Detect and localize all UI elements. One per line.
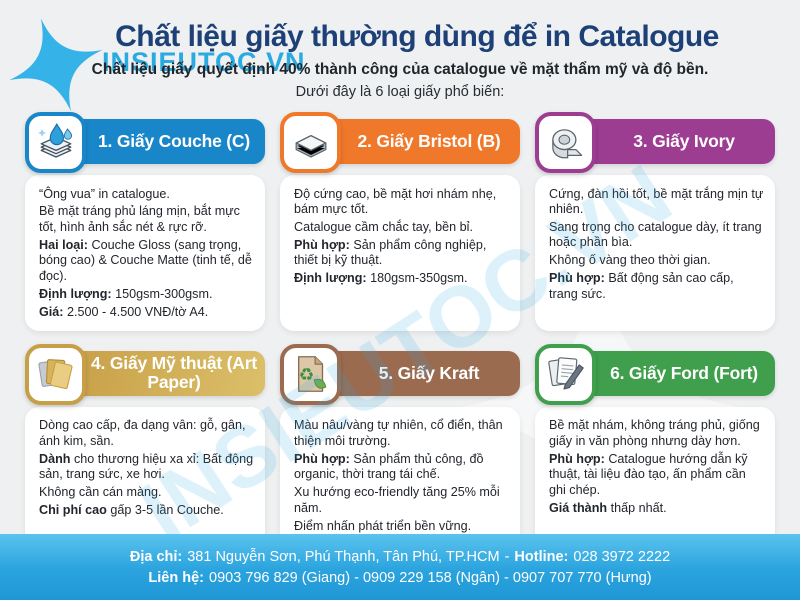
paragraph-label: Phù hợp: [294,237,350,252]
paragraph-label: Định lượng: [39,286,112,301]
card-paragraph: Định lượng: 150gsm-300gsm. [39,286,213,301]
card-paragraph: Xu hướng eco-friendly tăng 25% mỗi năm. [294,485,500,515]
contact-label: Liên hệ: [148,569,204,586]
paragraph-label: Dành [39,451,71,466]
card-paragraph: Chi phí cao gấp 3-5 lần Couche. [39,503,224,518]
intro-line: Dưới đây là 6 loại giấy phổ biến: [295,84,505,100]
page-title: Chất liệu giấy thường dùng để in Catalog… [115,20,719,53]
paper-roll-icon [535,112,596,173]
paragraph-label: Giá: [39,304,64,319]
documents-pen-icon [535,343,596,405]
paper-card-3: 3. Giấy Ivory Cứng, đàn hồi tốt, bề mặt t… [535,112,775,331]
card-body: Bề mặt nhám, không tráng phủ, giống giấy… [535,406,775,545]
paragraph-label: Hai loại: [39,237,88,252]
card-title-band: 1. Giấy Couche (C) [65,119,265,164]
card-paragraph: Phù hợp: Bất động sản cao cấp, trang sức… [549,271,734,301]
contact-footer: Địa chỉ: 381 Nguyễn Sơn, Phú Thạnh, Tân … [0,534,800,600]
card-header: 4. Giấy Mỹ thuật (Art Paper) [25,343,265,405]
card-header: ♻ 5. Giấy Kraft [280,343,520,405]
card-paragraph: Catalogue cầm chắc tay, bền bỉ. [294,219,473,234]
card-body: “Ông vua” in catalogue. Bề mặt tráng phủ … [25,175,265,331]
card-paragraph: Dòng cao cấp, đa dạng vân: gỗ, gân, ánh … [39,418,246,448]
paper-stack-water-drops-icon [25,112,86,173]
card-paragraph: Phù hợp: Catalogue hướng dẫn kỹ thuật, t… [549,451,748,497]
footer-separator: - [504,548,510,565]
address-label: Địa chỉ: [129,548,183,565]
contact-numbers: 0903 796 829 (Giang) - 0909 229 158 (Ngâ… [209,569,652,586]
card-paragraph: Bề mặt nhám, không tráng phủ, giống giấy… [549,418,760,448]
card-header: 2. Giấy Bristol (B) [280,112,520,173]
recycled-paper-leaf-icon: ♻ [280,343,341,405]
page-subtitle: Chất liệu giấy quyết định 40% thành công… [91,61,709,78]
footer-address-line: Địa chỉ: 381 Nguyễn Sơn, Phú Thạnh, Tân … [130,549,670,565]
card-title-band: 6. Giấy Ford (Fort) [575,350,775,396]
card-paragraph: Hai loại: Couche Gloss (sang trọng, bóng… [39,237,252,283]
paper-card-4: 4. Giấy Mỹ thuật (Art Paper) Dòng cao cấp… [25,343,265,545]
svg-text:♻: ♻ [298,365,313,385]
card-body: Độ cứng cao, bề mặt hơi nhám nhẹ, bám mự… [280,175,520,331]
card-title-band: 2. Giấy Bristol (B) [320,119,520,164]
card-paragraph: Phù hợp: Sản phẩm thủ công, đồ organic, … [294,451,484,482]
paper-card-6: 6. Giấy Ford (Fort) Bề mặt nhám, không tr… [535,343,775,545]
hotline-number: 028 3972 2222 [573,548,671,565]
hotline-label: Hotline: [514,548,569,565]
paragraph-label: Phù hợp: [294,451,350,466]
card-paragraph: Phù hợp: Sản phẩm công nghiệp, thiết bị … [294,237,487,268]
paper-card-5: ♻ 5. Giấy Kraft Màu nâu/vàng tự nhiên, cổ… [280,343,520,545]
footer-contact-line: Liên hệ: 0903 796 829 (Giang) - 0909 229… [148,570,651,586]
card-title-band: 3. Giấy Ivory [575,119,775,164]
card-paragraph: Định lượng: 180gsm-350gsm. [294,271,468,286]
paper-card-1: 1. Giấy Couche (C) “Ông vua” in catalogue… [25,112,265,331]
card-header: 6. Giấy Ford (Fort) [535,343,775,405]
card-paragraph: Giá thành thấp nhất. [549,500,667,515]
address-value: 381 Nguyễn Sơn, Phú Thạnh, Tân Phú, TP.H… [187,548,500,565]
paper-card-2: 2. Giấy Bristol (B) Độ cứng cao, bề mặt h… [280,112,520,331]
card-body: Màu nâu/vàng tự nhiên, cổ điển, thân thi… [280,406,520,545]
card-body: Dòng cao cấp, đa dạng vân: gỗ, gân, ánh … [25,406,265,545]
logo-star-icon [9,18,103,112]
card-paragraph: Độ cứng cao, bề mặt hơi nhám nhẹ, bám mự… [294,186,497,216]
paragraph-label: Định lượng: [294,271,367,286]
card-paragraph: Dành cho thương hiệu xa xỉ: Bất động sản… [39,451,254,482]
paragraph-label: Phù hợp: [549,271,605,286]
paper-cards-grid: 1. Giấy Couche (C) “Ông vua” in catalogue… [25,112,775,545]
card-paragraph: Sang trọng cho catalogue dày, ít trang h… [549,219,762,250]
card-title-band: 4. Giấy Mỹ thuật (Art Paper) [65,350,265,397]
card-paragraph: Màu nâu/vàng tự nhiên, cổ điển, thân thi… [294,418,503,448]
card-body: Cứng, đàn hồi tốt, bề mặt trắng mịn tự n… [535,175,775,331]
card-paragraph: Điểm nhấn phát triển bền vững. [294,518,472,533]
card-paragraph: Bề mặt tráng phủ láng mịn, bắt mực tốt, … [39,204,240,234]
paragraph-label: Chi phí cao [39,503,107,518]
logo-text: INSIEUTOC.VN [102,47,306,77]
paragraph-label: Giá thành [549,500,608,515]
card-header: 1. Giấy Couche (C) [25,112,265,173]
card-paragraph: Không cần cán màng. [39,485,162,500]
paragraph-label: Phù hợp: [549,451,605,466]
card-paragraph: Giá: 2.500 - 4.500 VNĐ/tờ A4. [39,304,209,319]
card-paragraph: Cứng, đàn hồi tốt, bề mặt trắng mịn tự n… [549,186,764,216]
card-header: 3. Giấy Ivory [535,112,775,173]
gold-paper-sheets-icon [25,343,86,405]
card-paragraph: Không ố vàng theo thời gian. [549,253,711,268]
card-title-band: 5. Giấy Kraft [320,350,520,396]
paper-stack-icon [280,112,341,173]
card-paragraph: “Ông vua” in catalogue. [39,186,170,201]
